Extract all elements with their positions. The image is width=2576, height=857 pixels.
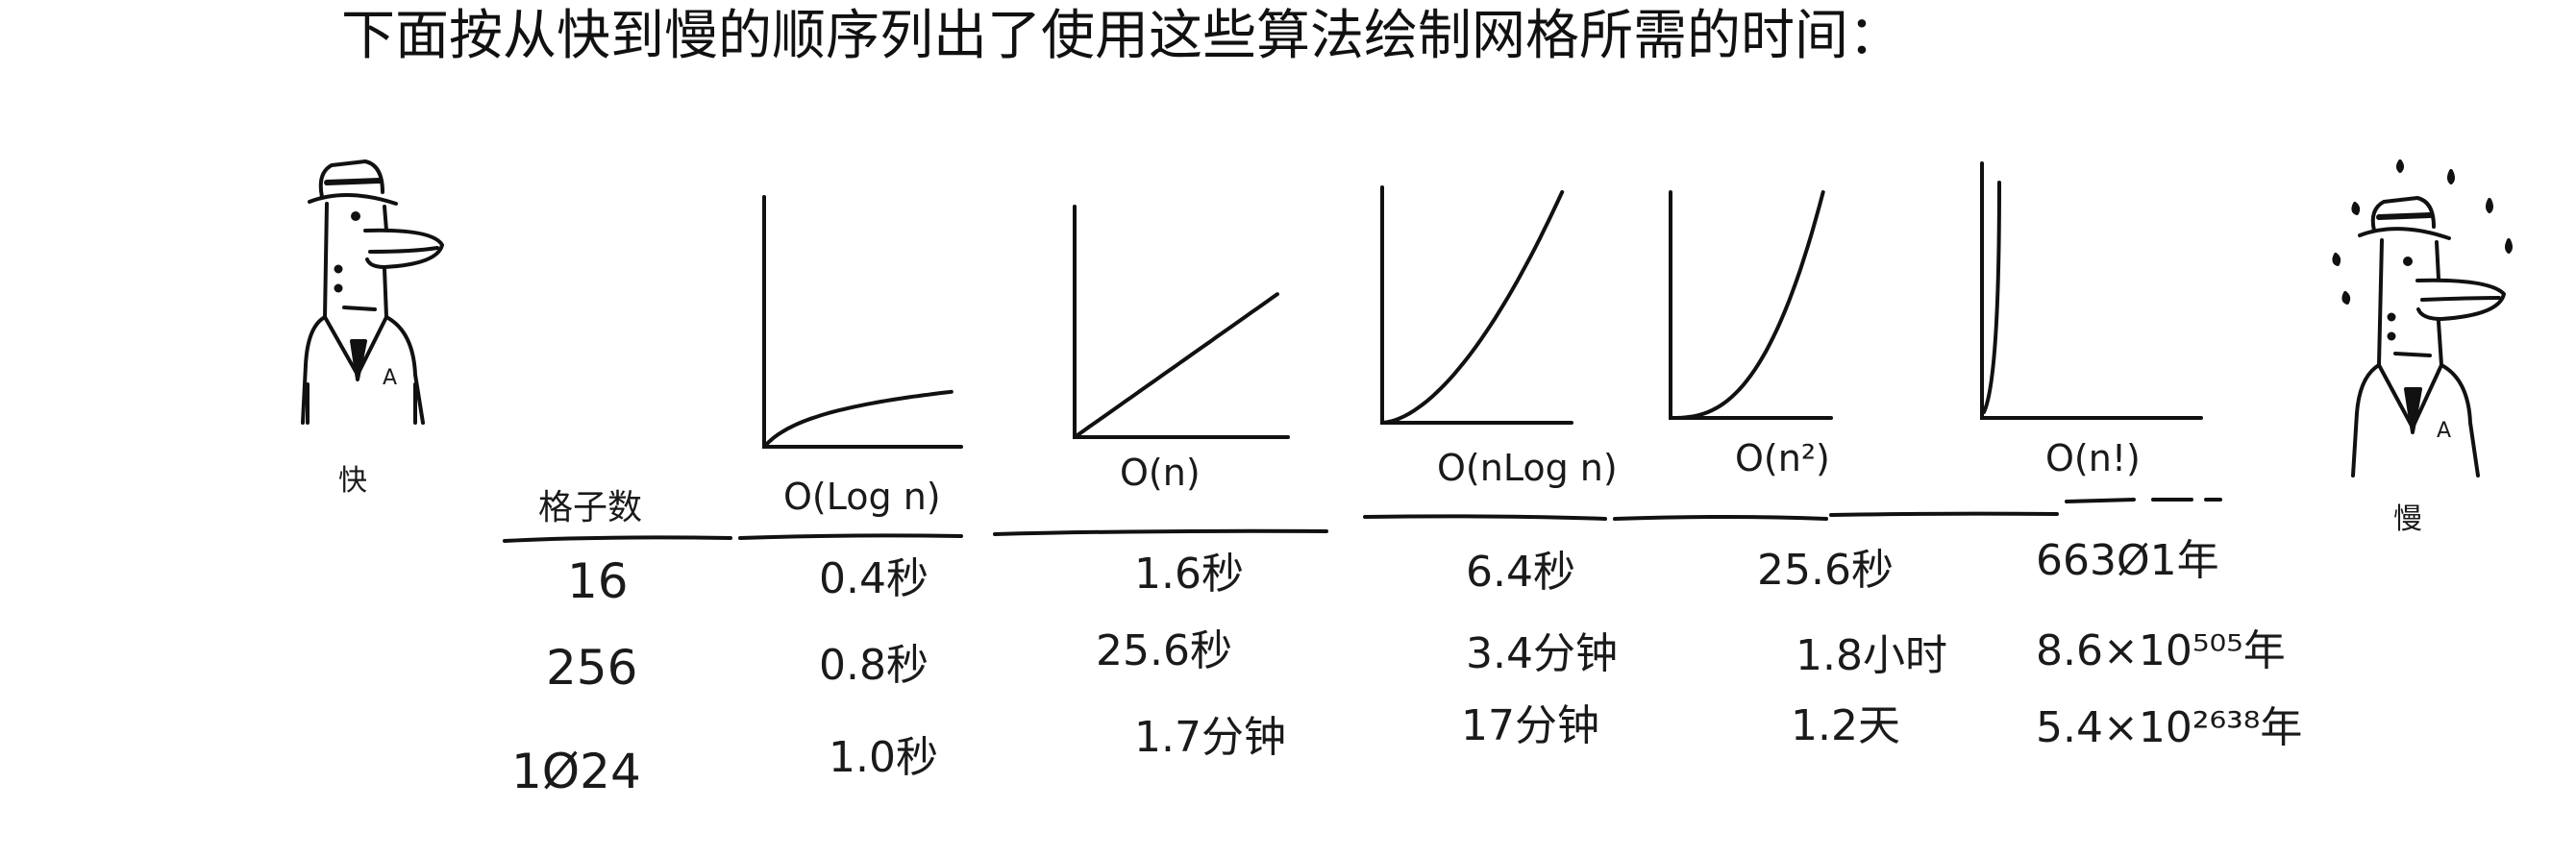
time-cell: 0.8秒	[819, 641, 929, 690]
fast-character: A	[301, 159, 444, 425]
graph-factorial	[1980, 161, 2203, 420]
time-cell: 0.4秒	[819, 554, 929, 603]
slow-character: A	[2332, 159, 2513, 477]
graph-axes	[762, 195, 963, 449]
slow-hat-crown	[2370, 196, 2436, 233]
graph-curve	[1380, 189, 1565, 425]
intro-text: 下面按从快到慢的顺序列出了使用这些算法绘制网格所需的时间：	[341, 5, 1902, 67]
column-label: O(nLog n)	[1437, 447, 1618, 489]
time-cell: 8.6×10⁵⁰⁵年	[2036, 626, 2286, 675]
graph-curve	[1982, 181, 2001, 414]
column-label: O(n)	[1120, 452, 1201, 494]
row-label: 1Ø24	[511, 744, 641, 799]
fast-hat-crown	[318, 159, 384, 199]
fast-beak	[363, 228, 444, 269]
graph-axes	[1669, 190, 1833, 420]
time-cell: 25.6秒	[1757, 546, 1894, 595]
time-cell: 25.6秒	[1096, 626, 1232, 675]
time-cell: 6.4秒	[1466, 548, 1575, 597]
graph-curve	[1073, 292, 1279, 439]
slow-body-right	[2437, 320, 2480, 477]
fast-body-left	[301, 315, 327, 425]
time-cell: 1.8小时	[1796, 631, 1947, 680]
svg-text:A: A	[2437, 419, 2451, 443]
slow-hat-brim	[2358, 227, 2451, 240]
time-cell: 663Ø1年	[2036, 536, 2219, 585]
svg-text:A: A	[383, 366, 397, 390]
graph-log	[762, 195, 963, 449]
time-cell: 1.0秒	[829, 733, 938, 782]
graph-axes	[1073, 205, 1290, 439]
time-cell: 17分钟	[1461, 701, 1599, 750]
slow-body-left	[2351, 363, 2381, 477]
complexity-graphs	[762, 161, 2203, 449]
column-label: O(n!)	[2045, 437, 2141, 479]
graph-quadratic	[1669, 190, 1833, 420]
graph-axes	[1980, 161, 2203, 420]
graph-axes	[1380, 185, 1573, 425]
graph-curve	[762, 389, 954, 449]
row-labels: 16 256 1Ø24	[511, 553, 641, 799]
row-label: 16	[567, 553, 629, 609]
time-cell: 1.2天	[1791, 701, 1900, 750]
time-cell: 1.6秒	[1134, 550, 1244, 599]
graph-nlogn	[1380, 185, 1573, 425]
row-label: 256	[546, 640, 637, 696]
column-labels: O(Log n) O(n) O(nLog n) O(n²) O(n!)	[783, 437, 2141, 518]
slow-label: 慢	[2393, 502, 2422, 536]
time-cell: 3.4分钟	[1466, 629, 1618, 678]
column-label: O(Log n)	[783, 476, 941, 518]
time-cell: 1.7分钟	[1134, 713, 1286, 762]
graph-linear	[1073, 205, 1290, 439]
time-cell: 5.4×10²⁶³⁸年	[2036, 703, 2302, 752]
time-cells: 0.4秒 0.8秒 1.0秒 1.6秒 25.6秒 1.7分钟 6.4秒 3.4分钟 17分钟 2…	[819, 536, 2302, 782]
row-header-label: 格子数	[538, 488, 642, 527]
graph-curve	[1669, 190, 1825, 420]
column-label: O(n²)	[1735, 437, 1830, 479]
fast-label: 快	[338, 464, 367, 498]
table-divider	[503, 498, 2222, 543]
fast-hat-brim	[308, 193, 398, 206]
